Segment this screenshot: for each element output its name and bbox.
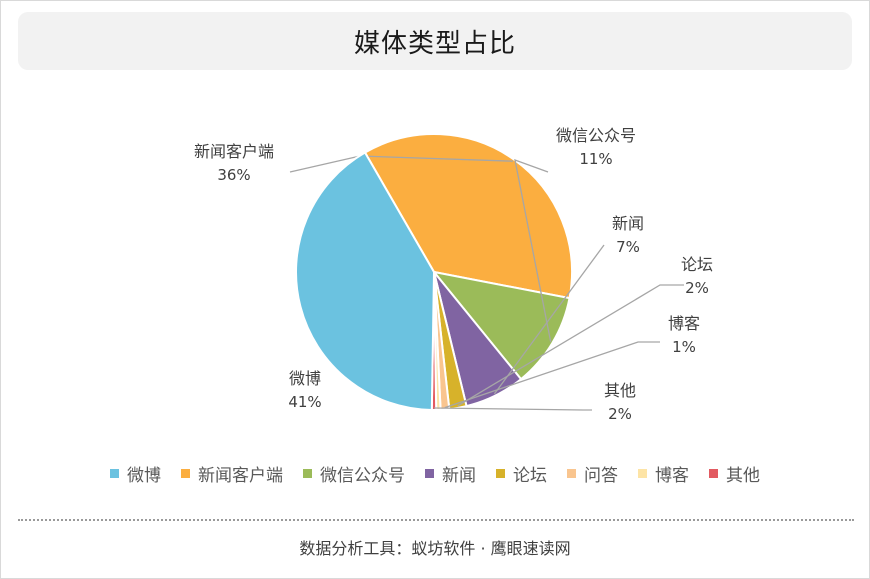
legend-swatch-2 — [303, 468, 312, 478]
legend-swatch-6 — [638, 468, 647, 478]
data-label-value-0: 36% — [217, 166, 250, 184]
data-label-name-4: 博客 — [668, 314, 700, 333]
legend-swatch-7 — [709, 468, 718, 478]
legend-swatch-5 — [567, 468, 576, 478]
data-label-value-6: 2% — [608, 405, 632, 423]
data-label-3: 论坛 2% — [681, 255, 713, 297]
chart-legend: 微博 新闻客户端 微信公众号 新闻 论坛 问答 博客 其他 — [0, 461, 870, 486]
data-label-0: 新闻客户端 36% — [194, 142, 274, 184]
pie-slice-1 — [431, 270, 571, 381]
legend-label-1: 新闻客户端 — [198, 465, 283, 486]
data-label-2: 新闻 7% — [612, 214, 644, 256]
data-label-value-2: 7% — [616, 238, 640, 256]
data-label-name-3: 论坛 — [681, 255, 713, 274]
legend-swatch-3 — [425, 468, 434, 478]
chart-title: 媒体类型占比 — [353, 28, 516, 59]
data-label-name-2: 新闻 — [612, 214, 644, 233]
legend-label-0: 微博 — [127, 465, 161, 486]
legend-item-7: 其他 — [709, 461, 760, 486]
legend-item-4: 论坛 — [496, 461, 547, 486]
legend-item-0: 微博 — [110, 461, 161, 486]
data-label-7: 微博 41% — [288, 369, 321, 411]
data-label-value-4: 1% — [672, 338, 696, 356]
legend-item-6: 博客 — [638, 461, 689, 486]
leader-line-1 — [514, 158, 552, 343]
data-label-6: 其他 2% — [604, 381, 636, 423]
footer-source: 数据分析工具：蚁坊软件 · 鹰眼速读网 — [299, 539, 571, 558]
data-label-name-1: 微信公众号 — [556, 126, 636, 145]
legend-label-3: 新闻 — [442, 465, 476, 486]
pie-slice-0 — [363, 133, 573, 300]
leader-line-4 — [444, 341, 660, 409]
data-label-name-7: 微博 — [289, 369, 321, 388]
data-label-value-7: 41% — [288, 393, 321, 411]
leader-line-6 — [433, 407, 592, 411]
leader-line-2 — [493, 244, 605, 395]
data-label-value-1: 11% — [579, 150, 612, 168]
legend-swatch-0 — [110, 468, 119, 478]
legend-label-5: 问答 — [584, 465, 618, 486]
data-label-1: 微信公众号 11% — [556, 126, 636, 168]
legend-label-7: 其他 — [726, 465, 760, 486]
legend-item-2: 微信公众号 — [303, 461, 405, 486]
legend-swatch-1 — [181, 468, 190, 478]
data-label-name-6: 其他 — [604, 381, 636, 400]
data-label-4: 博客 1% — [668, 314, 700, 356]
legend-item-5: 问答 — [567, 461, 618, 486]
data-label-name-0: 新闻客户端 — [194, 142, 274, 161]
footer-divider — [18, 519, 854, 521]
pie-slice-7 — [295, 151, 436, 411]
legend-label-4: 论坛 — [513, 465, 547, 486]
data-label-value-3: 2% — [685, 279, 709, 297]
legend-item-3: 新闻 — [425, 461, 476, 486]
title-bar: 媒体类型占比 — [18, 12, 852, 70]
leader-line-3 — [457, 284, 684, 407]
legend-label-2: 微信公众号 — [320, 465, 405, 486]
legend-label-6: 博客 — [655, 465, 689, 486]
legend-swatch-4 — [496, 468, 505, 478]
legend-item-1: 新闻客户端 — [181, 461, 283, 486]
